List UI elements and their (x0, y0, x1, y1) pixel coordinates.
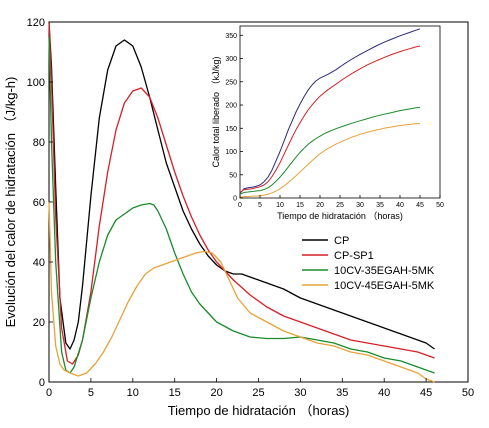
inset-x-tick-label: 50 (436, 202, 444, 209)
inset-x-tick-label: 40 (396, 202, 404, 209)
inset-plot-frame (239, 25, 441, 199)
inset-y-tick-label: 150 (225, 126, 237, 133)
main-y-tick-label: 80 (33, 137, 45, 149)
main-y-tick-label: 100 (27, 77, 45, 89)
inset-y-tick-label: 100 (225, 149, 237, 156)
inset-series-line-3 (239, 106, 421, 195)
inset-chart: 0 5 10 15 20 25 30 35 40 45 50 0 50 100 150 200 250 300 3… (211, 25, 444, 221)
inset-y-tick-label: 250 (225, 79, 237, 86)
main-y-tick-label: 0 (39, 377, 45, 389)
inset-series-line-2 (239, 45, 421, 193)
main-y-tick-label: 40 (33, 257, 45, 269)
main-y-tick-label: 60 (33, 197, 45, 209)
main-x-tick-label: 10 (127, 387, 139, 399)
main-x-tick-label: 35 (336, 387, 348, 399)
inset-series-group (239, 28, 421, 198)
inset-y-tick-label: 0 (233, 196, 237, 203)
inset-series-line-1 (239, 28, 421, 194)
main-x-axis: 0 5 10 15 20 25 30 35 40 45 50 (46, 378, 474, 399)
main-x-tick-label: 0 (46, 387, 52, 399)
main-x-tick-label: 45 (420, 387, 432, 399)
main-x-tick-label: 30 (294, 387, 306, 399)
legend-label-3: 10CV-35EGAH-5MK (334, 265, 435, 277)
legend-label-2: CP-SP1 (334, 250, 374, 262)
inset-x-tick-label: 25 (336, 202, 344, 209)
main-series-group (48, 21, 435, 383)
main-y-tick-label: 120 (27, 17, 45, 29)
inset-y-axis-title: Calor total liberado （kJ/kg) (211, 56, 221, 167)
inset-series-line-4 (239, 123, 420, 198)
main-x-tick-label: 50 (462, 387, 474, 399)
inset-x-axis: 0 5 10 15 20 25 30 35 40 45 50 (238, 195, 444, 209)
inset-y-tick-label: 300 (225, 56, 237, 63)
inset-x-tick-label: 20 (316, 202, 324, 209)
inset-x-tick-label: 15 (296, 202, 304, 209)
main-x-tick-label: 25 (252, 387, 264, 399)
inset-x-tick-label: 10 (276, 202, 284, 209)
main-x-tick-label: 5 (88, 387, 94, 399)
inset-y-tick-label: 350 (225, 33, 237, 40)
legend-label-4: 10CV-45EGAH-5MK (334, 280, 435, 292)
main-y-axis: 0 20 40 60 80 100 120 (27, 17, 53, 389)
inset-x-tick-label: 0 (238, 202, 242, 209)
inset-y-tick-label: 50 (229, 172, 237, 179)
inset-y-tick-label: 200 (225, 103, 237, 110)
main-y-tick-label: 20 (33, 317, 45, 329)
inset-x-tick-label: 30 (356, 202, 364, 209)
main-x-tick-label: 15 (169, 387, 181, 399)
main-series-line-1 (48, 21, 435, 350)
main-x-axis-title: Tiempo de hidratación （horas) (168, 403, 350, 418)
main-series-line-4 (48, 201, 435, 383)
inset-x-tick-label: 5 (258, 202, 262, 209)
legend: CP CP-SP1 10CV-35EGAH-5MK 10CV-45EGAH-5MK (302, 235, 435, 292)
main-y-axis-title: Evolución del calor de hidratación （J/kg… (3, 77, 18, 328)
main-x-tick-label: 40 (378, 387, 390, 399)
inset-x-tick-label: 35 (376, 202, 384, 209)
inset-x-axis-title: Tiempo de hidratación （horas) (277, 211, 403, 221)
inset-y-axis: 0 50 100 150 200 250 300 350 (225, 33, 243, 203)
legend-label-1: CP (334, 235, 349, 247)
inset-x-tick-label: 45 (416, 202, 424, 209)
main-series-line-3 (48, 36, 435, 374)
main-x-tick-label: 20 (210, 387, 222, 399)
